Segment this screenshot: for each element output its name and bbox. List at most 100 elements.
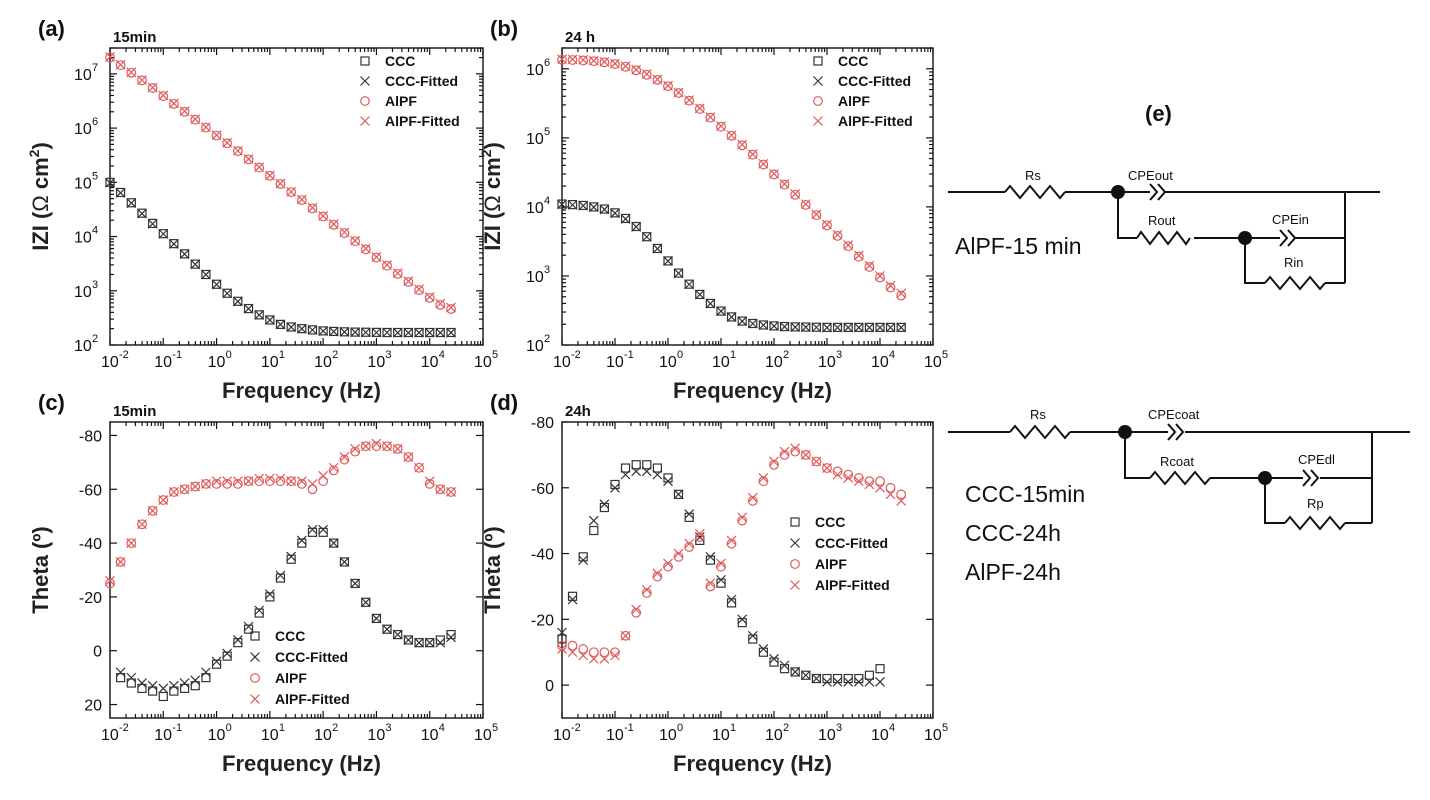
- data-point: [673, 268, 684, 278]
- legend-label: AlPF: [815, 556, 847, 572]
- data-point: [610, 208, 620, 218]
- data-point: [137, 519, 147, 530]
- x-tick-label: 10: [765, 727, 783, 744]
- data-point: [222, 478, 233, 489]
- legend-label: CCC: [838, 53, 868, 69]
- y-tick-label: 10: [74, 175, 92, 192]
- data-point: [382, 327, 392, 338]
- data-point: [737, 515, 748, 526]
- data-point: [790, 189, 801, 199]
- data-point: [179, 683, 190, 694]
- data-point: [275, 319, 286, 330]
- x-tick-label: 10: [474, 727, 492, 744]
- data-point: [424, 478, 435, 489]
- data-point: [200, 269, 211, 280]
- data-point: [864, 670, 875, 680]
- data-point: [885, 322, 896, 333]
- data-point: [222, 288, 233, 299]
- data-point: [769, 168, 779, 179]
- legend: CCC CCC-Fitted AlPF AlPF-Fitted: [790, 514, 890, 593]
- label-rout: Rout: [1148, 213, 1176, 228]
- circuit2-caption-2: CCC-24h: [965, 520, 1061, 546]
- data-point: [843, 241, 854, 252]
- data-point: [275, 178, 286, 189]
- data-point: [360, 243, 371, 254]
- data-point: [403, 276, 414, 287]
- data-point: [652, 243, 663, 254]
- series-ccc: [557, 199, 906, 332]
- x-tick-exponent: -2: [571, 722, 581, 734]
- data-point: [179, 249, 190, 260]
- y-tick-exponent: 6: [92, 116, 98, 128]
- data-point: [371, 441, 382, 452]
- y-tick-label: -20: [531, 612, 554, 629]
- data-point: [641, 69, 652, 79]
- data-point: [641, 231, 652, 242]
- data-point: [339, 452, 350, 462]
- data-point: [663, 476, 673, 487]
- label-rcoat: Rcoat: [1160, 454, 1194, 469]
- data-point: [403, 277, 414, 287]
- data-point: [800, 199, 811, 209]
- data-point: [864, 322, 875, 333]
- data-point: [169, 686, 179, 696]
- data-point: [137, 75, 147, 85]
- x-tick-label: 10: [367, 354, 385, 371]
- data-point: [222, 476, 233, 487]
- data-point: [800, 449, 811, 460]
- data-point: [557, 644, 567, 654]
- data-point: [115, 59, 126, 70]
- y-tick-label: 10: [526, 131, 544, 148]
- data-point: [424, 476, 435, 487]
- x-axis-label: Frequency (Hz): [673, 378, 832, 403]
- panel-title: 15min: [113, 29, 156, 46]
- data-point: [652, 74, 663, 85]
- legend-marker: [360, 96, 370, 106]
- data-point: [190, 259, 200, 269]
- data-point: [371, 613, 382, 624]
- x-tick-label: 10: [606, 727, 624, 744]
- resistor-icon: [1149, 470, 1211, 486]
- data-point: [286, 186, 297, 197]
- data-point: [737, 614, 748, 625]
- data-point: [296, 535, 307, 546]
- y-label-text: IZI (: [28, 211, 53, 251]
- data-point: [599, 204, 610, 215]
- data-point: [726, 130, 737, 141]
- data-point: [435, 327, 445, 338]
- data-point: [705, 581, 716, 592]
- data-point: [790, 322, 801, 332]
- data-point: [446, 632, 456, 643]
- y-tick-label: -80: [79, 428, 102, 445]
- x-tick-label: 10: [101, 727, 119, 744]
- y-tick-label: 10: [74, 284, 92, 301]
- x-tick-exponent: -1: [624, 349, 634, 361]
- data-point: [254, 476, 265, 487]
- data-point: [747, 149, 758, 160]
- data-point: [578, 54, 589, 65]
- data-point: [222, 288, 232, 298]
- data-point: [885, 322, 896, 332]
- data-point: [896, 322, 906, 332]
- x-axis-label: Frequency (Hz): [673, 751, 832, 776]
- data-point: [843, 322, 853, 332]
- y-label-text: IZI (: [480, 211, 505, 251]
- x-tick-label: 10: [314, 727, 332, 744]
- data-point: [190, 114, 201, 125]
- plot-frame: [109, 47, 484, 346]
- data-point: [620, 630, 631, 641]
- data-point: [264, 589, 275, 600]
- panel-e-label: (e): [1145, 101, 1172, 126]
- data-point: [673, 88, 684, 98]
- data-point: [864, 322, 875, 332]
- cpe-icon: [1295, 469, 1320, 487]
- data-point: [211, 659, 222, 669]
- data-point: [641, 466, 652, 477]
- data-point: [790, 667, 801, 677]
- data-point: [232, 146, 243, 157]
- data-point: [360, 441, 371, 452]
- data-point: [275, 476, 286, 487]
- data-point: [631, 460, 641, 470]
- data-point: [446, 304, 456, 314]
- legend-marker: [360, 56, 370, 66]
